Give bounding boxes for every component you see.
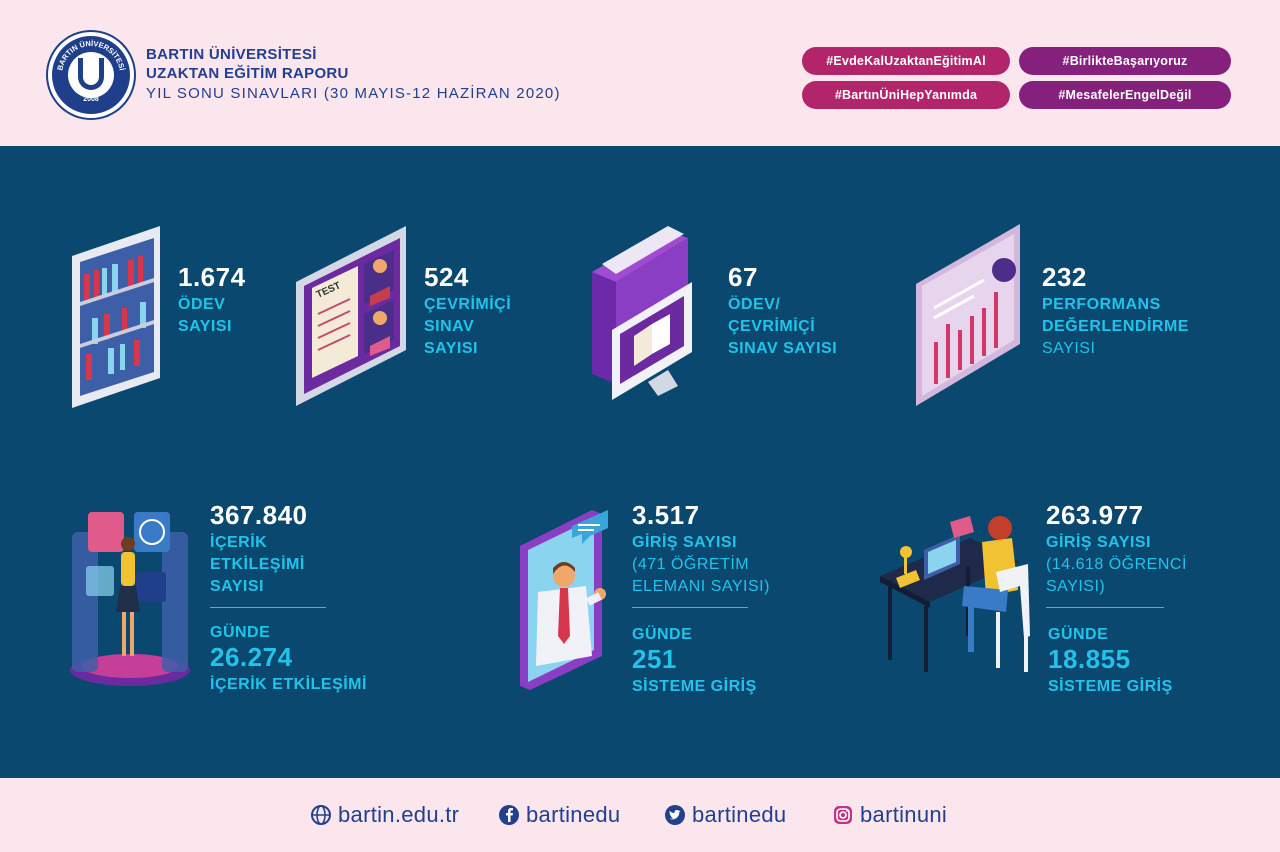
stat-staff-login-label-2: (471 ÖĞRETİM (632, 556, 750, 573)
stat-exam-label-1: ÇEVRİMİÇİ (424, 296, 512, 313)
stat-performance-label-1: PERFORMANS (1042, 296, 1161, 313)
website-text: bartin.edu.tr (338, 802, 460, 827)
stat-student-login-daily-label: GÜNDE (1048, 626, 1109, 643)
stat-student-login-number: 263.977 (1046, 500, 1144, 530)
footer-bar: bartin.edu.tr bartinedu bartinedu bartin… (0, 778, 1280, 852)
globe-icon (311, 805, 331, 825)
stat-staff-login-label-1: GİRİŞ SAYISI (632, 534, 737, 551)
facebook-icon (499, 805, 519, 825)
stat-staff-login-daily-value: 251 (632, 644, 677, 674)
stat-student-login-label-2: (14.618 ÖĞRENCİ (1046, 556, 1187, 573)
stat-content-divider (210, 607, 326, 608)
hashtag-3: #BartınÜniHepYanımda (802, 81, 1010, 109)
stat-content-label-2: ETKİLEŞİMİ (210, 556, 305, 573)
stat-exam-label-3: SAYISI (424, 340, 478, 357)
stat-performance-label-3: SAYISI (1042, 340, 1096, 357)
stat-content-daily-unit: İÇERİK ETKİLEŞİMİ (210, 676, 367, 693)
stat-assignment-exam-label-1: ÖDEV/ (728, 296, 781, 313)
logo-mark-icon (78, 58, 104, 90)
stat-assignment-exam-number: 67 (728, 262, 758, 292)
stat-student-login-daily-value: 18.855 (1048, 644, 1131, 674)
stat-staff-login-daily-label: GÜNDE (632, 626, 693, 643)
stat-staff-login-divider (632, 607, 748, 608)
instructor-login-icon (520, 510, 608, 690)
stat-homework-number: 1.674 (178, 262, 246, 292)
stat-performance-number: 232 (1042, 262, 1087, 292)
book-monitor-icon (592, 226, 692, 400)
stat-student-login-daily-unit: SİSTEME GİRİŞ (1048, 678, 1173, 695)
report-period: YIL SONU SINAVLARI (30 MAYIS-12 HAZİRAN … (146, 85, 561, 102)
stat-content-daily-value: 26.274 (210, 642, 293, 672)
stat-content-label-1: İÇERİK (210, 534, 268, 551)
bookshelf-tablet-icon (72, 226, 160, 408)
university-logo: BARTIN ÜNİVERSİTESİ 2008 (48, 32, 134, 118)
stat-content-daily-label: GÜNDE (210, 624, 271, 641)
facebook-handle: bartinedu (526, 802, 621, 827)
stat-content-number: 367.840 (210, 500, 308, 530)
student-login-icon (880, 516, 1030, 672)
twitter-icon (665, 805, 685, 825)
instagram-icon (834, 806, 852, 824)
hashtag-1: #EvdeKalUzaktanEğitimAl (802, 47, 1010, 75)
twitter-handle: bartinedu (692, 802, 787, 827)
stat-exam-number: 524 (424, 262, 469, 292)
header-banner: BARTIN ÜNİVERSİTESİ 2008 BARTIN ÜNİVERSİ… (0, 0, 1280, 146)
online-exam-tablet-icon: TEST (296, 226, 406, 406)
footer-instagram[interactable]: bartinuni (832, 802, 947, 828)
stat-assignment-exam-label-3: SINAV SAYISI (728, 340, 838, 357)
report-title: UZAKTAN EĞİTİM RAPORU (146, 65, 349, 82)
stat-staff-login-number: 3.517 (632, 500, 700, 530)
stat-staff-login-daily-unit: SİSTEME GİRİŞ (632, 678, 757, 695)
instagram-handle: bartinuni (860, 802, 948, 827)
stat-assignment-exam-label-2: ÇEVRİMİÇİ (728, 318, 816, 335)
logo-year: 2008 (83, 96, 99, 103)
stat-student-login-label-3: SAYISI) (1046, 578, 1106, 595)
hashtag-2: #BirlikteBaşarıyoruz (1019, 47, 1231, 75)
footer-website[interactable]: bartin.edu.tr (310, 802, 459, 828)
stat-homework-label-2: SAYISI (178, 318, 232, 335)
stat-staff-login-label-3: ELEMANI SAYISI) (632, 578, 770, 595)
stat-content-label-3: SAYISI (210, 578, 264, 595)
performance-chart-icon (916, 224, 1020, 406)
hashtag-4: #MesafelerEngelDeğil (1019, 81, 1231, 109)
footer-facebook[interactable]: bartinedu (498, 802, 620, 828)
stat-homework-label-1: ÖDEV (178, 296, 226, 313)
stats-panel: 1.674 ÖDEV SAYISI TEST 524 ÇEVRİMİÇİ SIN… (0, 146, 1280, 778)
content-interaction-icon (70, 512, 190, 686)
footer-twitter[interactable]: bartinedu (664, 802, 786, 828)
university-name: BARTIN ÜNİVERSİTESİ (146, 46, 317, 63)
stat-student-login-label-1: GİRİŞ SAYISI (1046, 534, 1151, 551)
stat-student-login-divider (1046, 607, 1164, 608)
stat-performance-label-2: DEĞERLENDİRME (1042, 318, 1189, 335)
stat-exam-label-2: SINAV (424, 318, 475, 335)
